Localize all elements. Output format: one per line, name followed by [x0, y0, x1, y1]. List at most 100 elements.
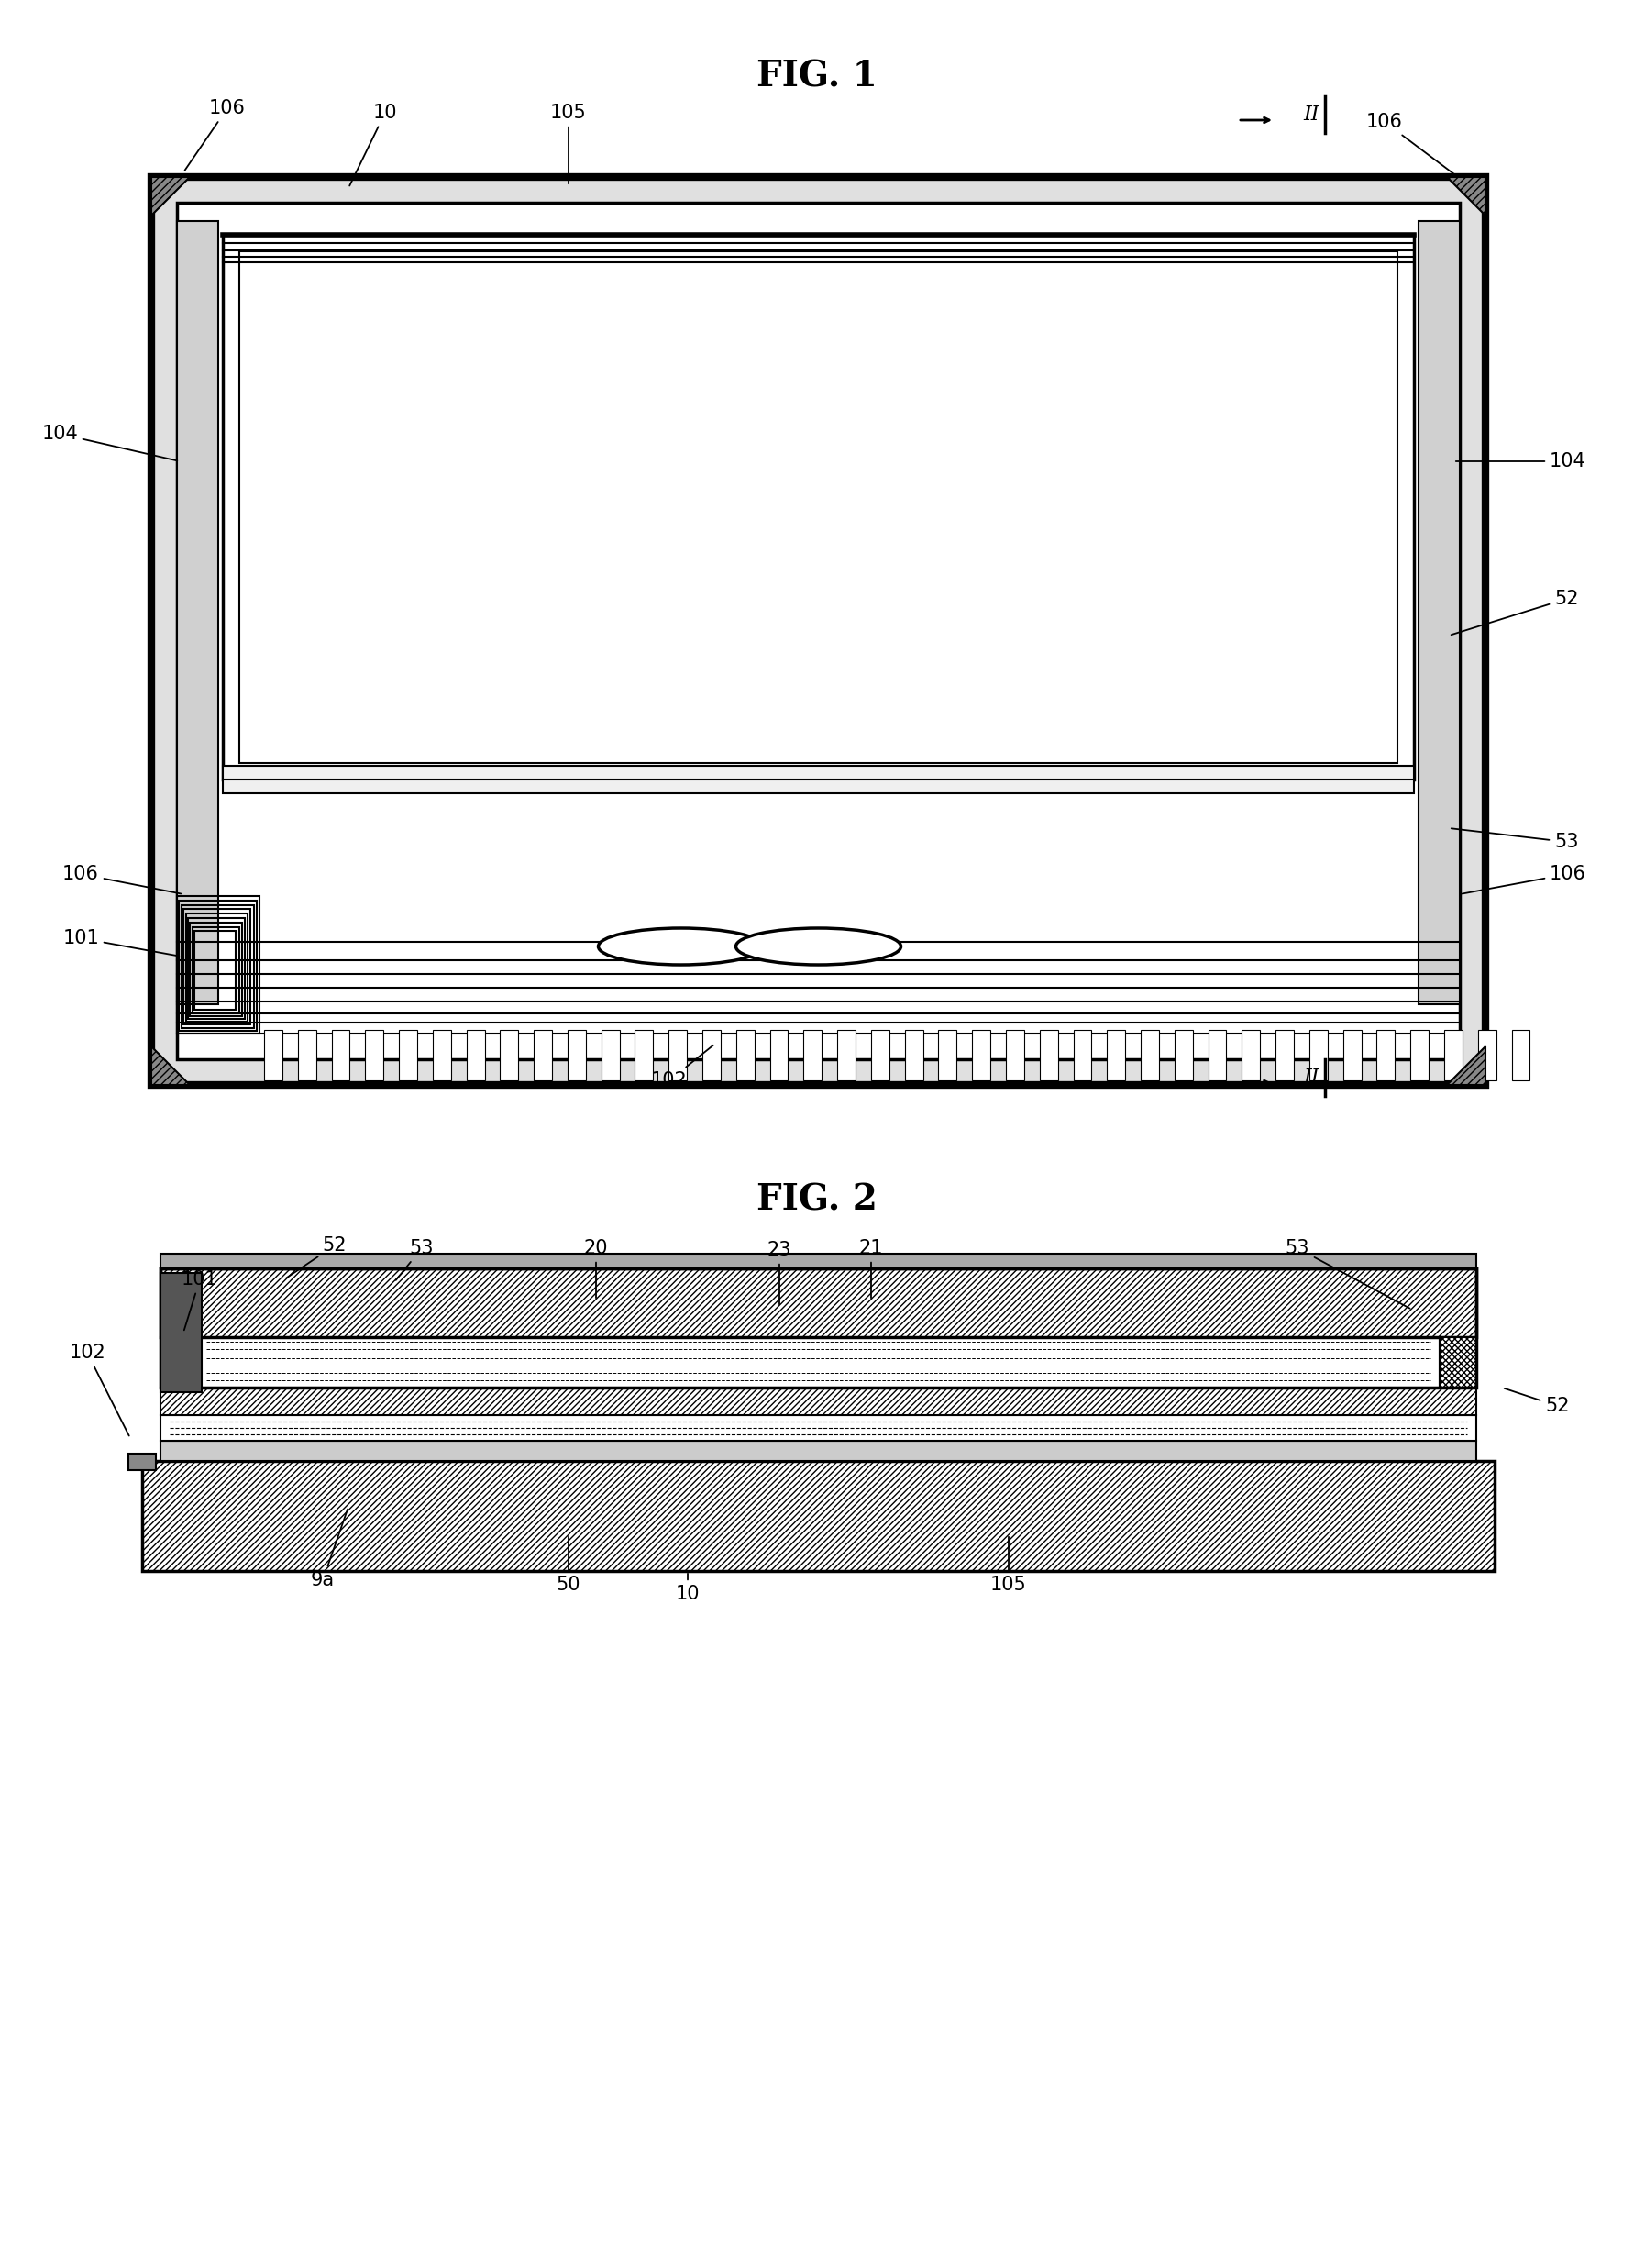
Bar	[567, 1030, 585, 1080]
Bar	[188, 919, 245, 1018]
Bar	[1309, 1030, 1327, 1080]
Bar	[938, 1030, 956, 1080]
Bar	[160, 1338, 198, 1388]
Bar	[198, 1338, 1440, 1388]
Bar	[837, 1030, 856, 1080]
Text: 102: 102	[69, 1343, 129, 1436]
Text: 106: 106	[1366, 113, 1456, 175]
Bar	[190, 923, 242, 1016]
Bar	[871, 1030, 889, 1080]
Bar	[1377, 1030, 1395, 1080]
Text: 52: 52	[1505, 1388, 1569, 1415]
Bar	[176, 220, 219, 1005]
Text: 105: 105	[990, 1538, 1026, 1594]
Bar	[1007, 1030, 1025, 1080]
Bar	[1410, 1030, 1428, 1080]
Bar	[193, 928, 239, 1014]
Text: 10: 10	[675, 1574, 699, 1603]
Text: 101: 101	[181, 1270, 217, 1329]
Bar	[194, 932, 235, 1009]
Bar	[160, 1440, 1476, 1461]
Polygon shape	[152, 1046, 190, 1084]
Text: 104: 104	[41, 424, 176, 460]
Polygon shape	[1448, 1046, 1485, 1084]
Text: 10: 10	[350, 104, 397, 186]
Bar	[1440, 1338, 1476, 1388]
Bar	[142, 1461, 1495, 1572]
Bar	[534, 1030, 552, 1080]
Bar	[222, 236, 1413, 780]
Bar	[636, 1030, 654, 1080]
Bar	[160, 1268, 1476, 1338]
Bar	[160, 1254, 1476, 1268]
Bar	[332, 1030, 350, 1080]
Text: FIG. 1: FIG. 1	[757, 59, 877, 93]
Bar	[703, 1030, 721, 1080]
Bar	[129, 1454, 155, 1470]
Bar	[1418, 220, 1459, 1005]
Text: 20: 20	[583, 1238, 608, 1297]
Text: II: II	[1304, 104, 1319, 125]
Bar	[152, 177, 1485, 1084]
Bar	[1175, 1030, 1193, 1080]
Bar	[1074, 1030, 1092, 1080]
Bar	[160, 1415, 1476, 1440]
Text: 52: 52	[286, 1236, 346, 1277]
Text: 105: 105	[551, 104, 587, 184]
Bar	[160, 1272, 201, 1393]
Bar	[399, 1030, 417, 1080]
Bar	[1039, 1030, 1057, 1080]
Ellipse shape	[735, 928, 900, 964]
Text: 106: 106	[62, 864, 181, 894]
Bar	[737, 1030, 755, 1080]
Bar	[905, 1030, 923, 1080]
Bar	[366, 1030, 384, 1080]
Bar	[181, 905, 253, 1027]
Bar	[433, 1030, 451, 1080]
Bar	[804, 1030, 822, 1080]
Bar	[601, 1030, 619, 1080]
Bar	[160, 1388, 1476, 1415]
Bar	[1343, 1030, 1361, 1080]
Text: 106: 106	[185, 100, 245, 170]
Ellipse shape	[598, 928, 763, 964]
Bar	[972, 1030, 990, 1080]
Text: II: II	[1304, 1068, 1319, 1089]
Text: 101: 101	[62, 930, 180, 957]
Bar	[222, 767, 1413, 794]
Text: 50: 50	[556, 1538, 580, 1594]
Bar	[668, 1030, 686, 1080]
Text: 53: 53	[1451, 828, 1578, 850]
Bar	[1276, 1030, 1294, 1080]
Bar	[297, 1030, 315, 1080]
Bar	[1208, 1030, 1227, 1080]
Bar	[239, 252, 1397, 762]
Bar	[265, 1030, 283, 1080]
Bar	[500, 1030, 518, 1080]
Bar	[176, 202, 1459, 1059]
Text: 53: 53	[395, 1238, 435, 1279]
Text: FIG. 2: FIG. 2	[757, 1182, 877, 1218]
Text: 53: 53	[1286, 1238, 1410, 1309]
Bar	[186, 914, 248, 1023]
Bar	[180, 900, 257, 1030]
Bar	[1511, 1030, 1529, 1080]
Bar	[770, 1030, 788, 1080]
Text: 23: 23	[768, 1241, 791, 1304]
Polygon shape	[1448, 177, 1485, 215]
Polygon shape	[152, 177, 190, 215]
Bar	[1106, 1030, 1126, 1080]
Bar	[466, 1030, 485, 1080]
Bar	[183, 909, 250, 1025]
Text: 102: 102	[650, 1046, 712, 1089]
Text: 9a: 9a	[310, 1508, 348, 1590]
Bar	[1242, 1030, 1260, 1080]
Bar	[1141, 1030, 1159, 1080]
Text: 21: 21	[859, 1238, 884, 1297]
Text: 106: 106	[1462, 864, 1587, 894]
Bar	[160, 1268, 1476, 1388]
Text: 52: 52	[1451, 590, 1578, 635]
Bar	[1444, 1030, 1462, 1080]
Text: 104: 104	[1456, 451, 1587, 469]
Bar	[1477, 1030, 1497, 1080]
